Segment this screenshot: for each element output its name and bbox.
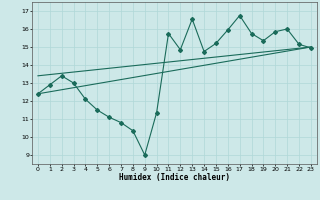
X-axis label: Humidex (Indice chaleur): Humidex (Indice chaleur) xyxy=(119,173,230,182)
